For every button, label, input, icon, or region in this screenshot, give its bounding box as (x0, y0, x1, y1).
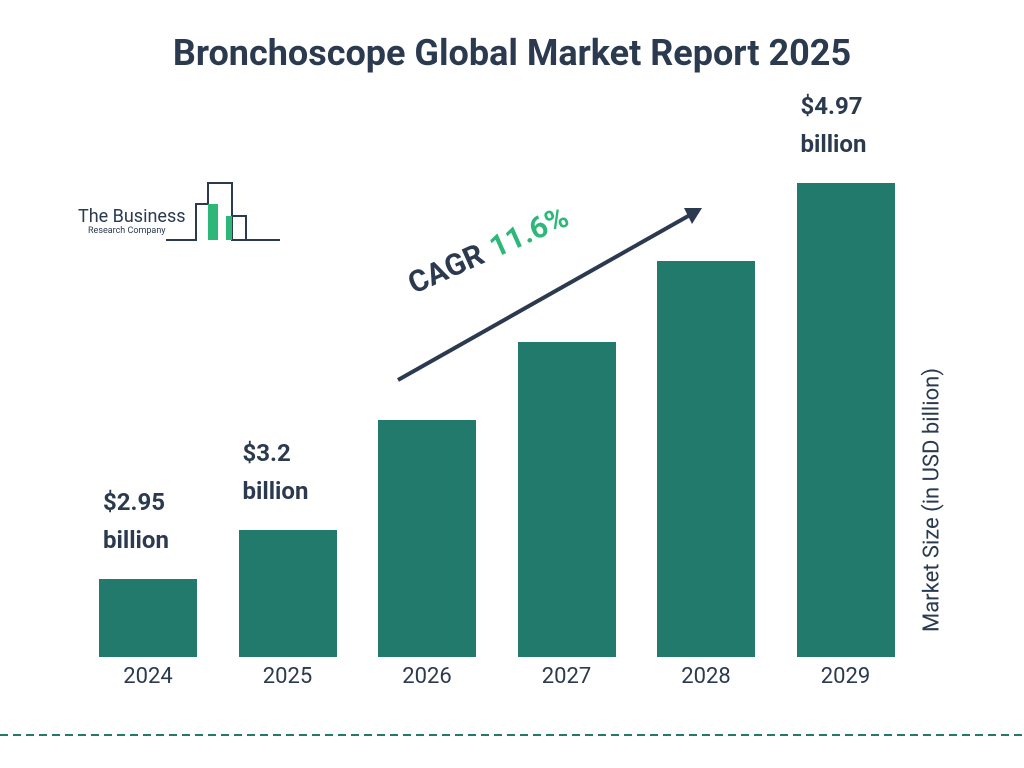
x-tick-label: 2025 (262, 664, 313, 689)
logo-text: The Business (78, 206, 186, 227)
x-tick-label: 2029 (820, 664, 871, 689)
bar (238, 529, 337, 657)
bar (517, 341, 616, 657)
bar (378, 419, 476, 657)
chart-title: Bronchoscope Global Market Report 2025 (172, 32, 852, 74)
value-label: $3.2 billion (242, 438, 309, 505)
x-tick-label: 2028 (681, 664, 731, 689)
x-tick-label: 2027 (541, 664, 592, 689)
bar (796, 182, 895, 657)
x-tick-label: 2026 (402, 664, 452, 689)
y-axis-label: Market Size (in USD billion) (919, 368, 945, 632)
x-tick-label: 2024 (123, 664, 173, 689)
logo-subtext: Research Company (88, 226, 166, 236)
bar (657, 261, 755, 657)
value-label: $4.97 billion (800, 91, 867, 158)
value-label: $2.95 billion (103, 487, 169, 554)
bar (99, 578, 197, 657)
